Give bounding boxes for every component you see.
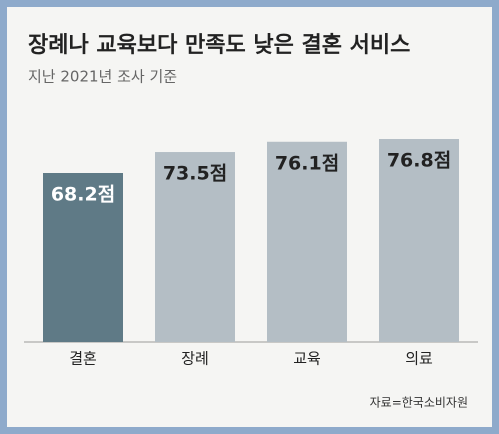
chart-title: 장례나 교육보다 만족도 낮은 결혼 서비스 xyxy=(28,33,410,58)
bar xyxy=(379,139,459,342)
bar xyxy=(155,152,235,342)
value-label: 76.1점 xyxy=(275,152,339,174)
bar xyxy=(43,173,123,342)
source: 자료=한국소비자원 xyxy=(370,396,468,410)
x-tick-label: 장례 xyxy=(181,350,209,368)
chart-subtitle: 지난 2021년 조사 기준 xyxy=(28,68,177,86)
x-tick-label: 결혼 xyxy=(69,350,97,368)
x-tick-label: 의료 xyxy=(405,350,433,368)
value-label: 68.2점 xyxy=(51,184,115,206)
value-label: 76.8점 xyxy=(387,150,451,172)
bar xyxy=(267,141,347,342)
x-tick-label: 교육 xyxy=(293,350,321,368)
value-label: 73.5점 xyxy=(163,163,227,185)
